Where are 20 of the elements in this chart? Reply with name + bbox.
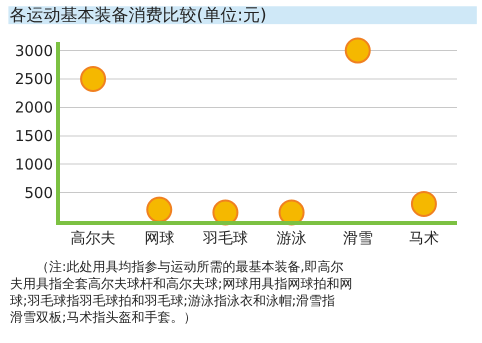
point: [344, 38, 371, 64]
chart-title: 各运动基本装备消费比较(单位:元): [10, 5, 267, 26]
y-tick-label: 500: [24, 184, 53, 202]
x-tick-label: 游泳: [276, 229, 307, 247]
x-tick-label: 高尔夫: [70, 229, 116, 247]
point: [278, 199, 305, 226]
y-tick-label: 2500: [14, 70, 53, 88]
x-tick-label: 网球: [144, 229, 174, 247]
y-tick-label: 1500: [14, 127, 53, 146]
text: （注:此处用具均指参与运动所需的最基本装备,即高尔夫用具指全套高尔夫球杆和高尔夫球;网球用具指网球拍和网球;羽毛球指羽毛球拍和羽毛球;游泳指泳衣和泳帽;滑雪指滑雪双板;马术指头盔和手套。）: [10, 259, 352, 326]
y-tick-label: 2000: [14, 98, 53, 117]
y-tick-label: 1000: [14, 155, 53, 174]
x-tick-label: 马术: [408, 229, 439, 247]
y-tick-label: 3000: [14, 42, 53, 60]
point: [80, 66, 106, 92]
point: [146, 196, 172, 223]
x-tick-label: 羽毛球: [202, 229, 248, 247]
point: [212, 199, 238, 226]
point: [410, 190, 437, 217]
x-tick-label: 滑雪: [342, 229, 373, 247]
